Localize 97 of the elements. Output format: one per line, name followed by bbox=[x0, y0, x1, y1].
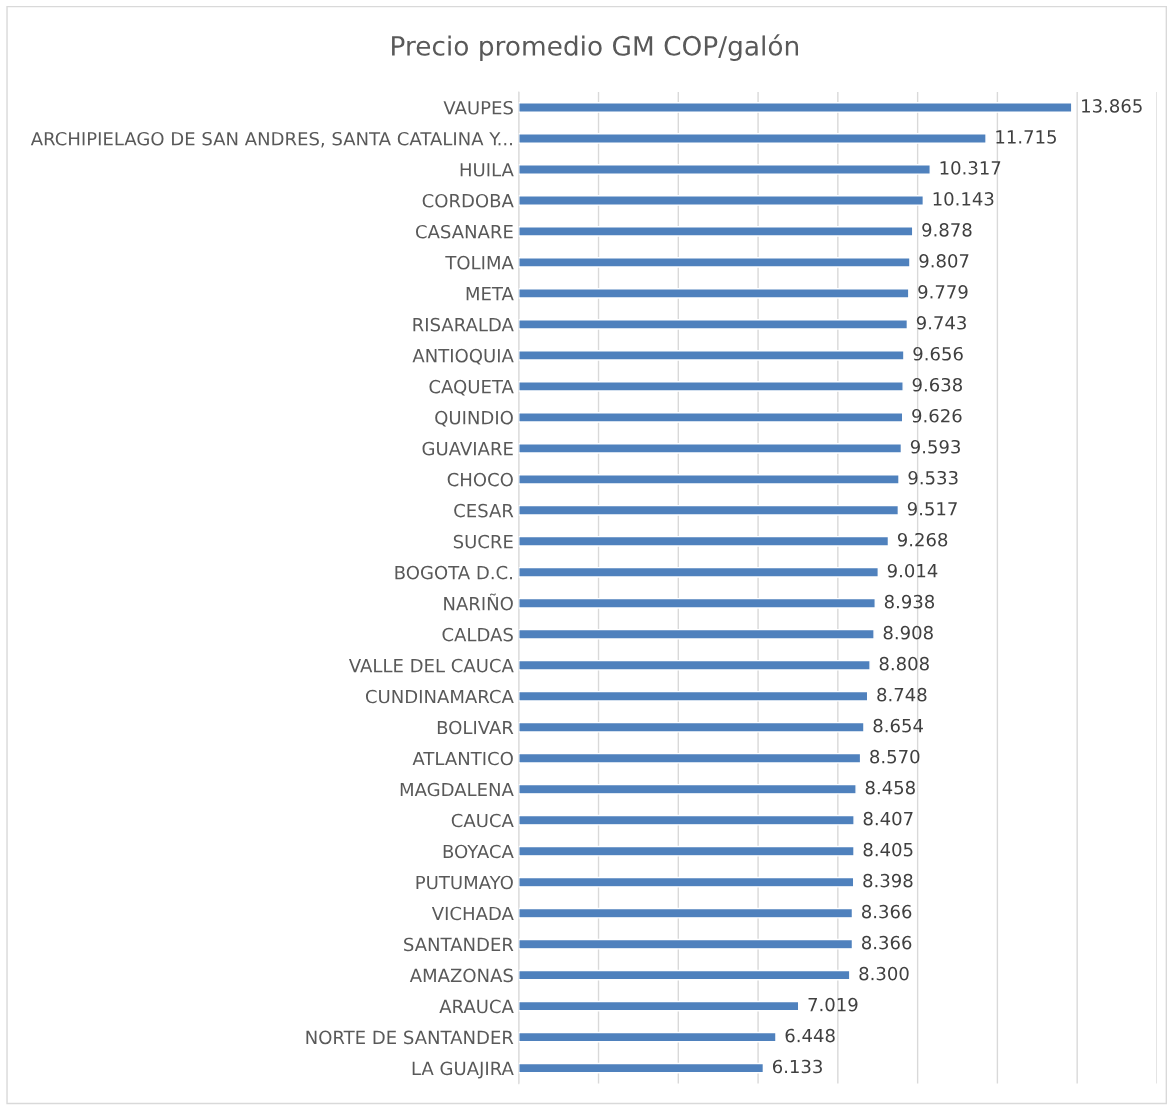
data-label: 9.743 bbox=[916, 315, 966, 330]
data-label: 8.366 bbox=[862, 904, 912, 919]
bar bbox=[518, 226, 914, 237]
bar bbox=[518, 442, 903, 454]
data-label: 8.808 bbox=[879, 656, 929, 671]
bar bbox=[518, 938, 854, 950]
y-tick-label: QUINDIO bbox=[435, 410, 513, 427]
y-tick-label: CALDAS bbox=[442, 627, 513, 642]
y-tick-label: CAUCA bbox=[451, 813, 514, 828]
bar bbox=[518, 721, 865, 733]
chart-title: Precio promedio GM COP/galón bbox=[392, 34, 798, 61]
data-label: 6.448 bbox=[785, 1028, 835, 1043]
data-label: 9.656 bbox=[913, 346, 963, 361]
data-label: 9.533 bbox=[908, 470, 958, 485]
data-label: 9.014 bbox=[887, 563, 938, 578]
bar bbox=[518, 412, 904, 423]
y-tick-label: ANTIOQUIA bbox=[412, 348, 514, 365]
data-label: 8.570 bbox=[870, 749, 920, 764]
y-tick-label: GUAVIARE bbox=[422, 441, 513, 456]
data-label: 8.398 bbox=[863, 873, 913, 888]
y-tick-label: HUILA bbox=[460, 163, 514, 177]
bar bbox=[518, 535, 890, 547]
data-label: 9.517 bbox=[907, 501, 957, 516]
data-label: 10.317 bbox=[940, 161, 1001, 175]
y-tick-label: CHOCO bbox=[447, 472, 513, 487]
y-tick-label: MAGDALENA bbox=[400, 782, 514, 797]
data-label: 8.366 bbox=[862, 935, 912, 950]
y-tick-label: TOLIMA bbox=[445, 255, 514, 270]
y-tick-label: AMAZONAS bbox=[409, 968, 513, 983]
bar bbox=[518, 164, 931, 175]
bar bbox=[518, 195, 925, 206]
y-tick-label: CESAR bbox=[454, 503, 514, 518]
bar bbox=[518, 350, 905, 361]
data-label: 8.748 bbox=[877, 687, 927, 702]
y-tick-label: CASANARE bbox=[415, 224, 513, 239]
y-tick-label: SUCRE bbox=[453, 534, 513, 549]
y-tick-label: VALLE DEL CAUCA bbox=[348, 658, 514, 673]
data-label: 8.407 bbox=[863, 811, 913, 826]
y-tick-label: NARIÑO bbox=[444, 593, 513, 611]
y-tick-label: CAQUETA bbox=[429, 379, 514, 396]
bar bbox=[518, 659, 871, 671]
bar bbox=[518, 876, 855, 888]
data-label: 9.779 bbox=[918, 284, 968, 299]
data-label: 7.019 bbox=[808, 997, 858, 1012]
y-tick-label: ATLANTICO bbox=[412, 751, 513, 766]
data-label: 8.654 bbox=[873, 718, 923, 733]
bar bbox=[518, 504, 900, 516]
y-tick-label: BOGOTA D.C. bbox=[395, 565, 512, 580]
y-tick-label: VAUPES bbox=[443, 100, 513, 115]
bar bbox=[518, 783, 857, 795]
data-label: 9.807 bbox=[919, 253, 969, 268]
data-label: 8.300 bbox=[859, 966, 909, 981]
y-tick-label: META bbox=[466, 287, 514, 301]
data-label: 8.908 bbox=[883, 625, 933, 640]
bar bbox=[518, 102, 1073, 113]
bar bbox=[518, 752, 862, 764]
bar bbox=[518, 257, 911, 268]
y-tick-label: BOLIVAR bbox=[437, 720, 514, 735]
bar bbox=[518, 1062, 765, 1074]
bar bbox=[518, 1031, 777, 1043]
data-label: 9.626 bbox=[912, 408, 962, 423]
bar bbox=[518, 907, 854, 919]
y-tick-label: BOYACA bbox=[443, 844, 514, 859]
y-tick-label: ARAUCA bbox=[439, 999, 514, 1014]
data-label: 8.938 bbox=[884, 594, 935, 609]
bar bbox=[518, 845, 855, 857]
data-label: 9.268 bbox=[897, 532, 948, 547]
bar bbox=[518, 381, 904, 392]
bar bbox=[518, 288, 910, 299]
data-label: 8.405 bbox=[863, 842, 913, 857]
y-tick-label: NORTE DE SANTANDER bbox=[306, 1030, 514, 1045]
data-label: 8.458 bbox=[865, 780, 915, 795]
data-label: 9.593 bbox=[910, 439, 960, 454]
bar bbox=[518, 969, 851, 981]
bar bbox=[518, 690, 869, 702]
data-label: 11.715 bbox=[996, 130, 1056, 144]
data-label: 6.133 bbox=[772, 1059, 822, 1074]
y-tick-label: CUNDINAMARCA bbox=[365, 689, 514, 704]
bar bbox=[518, 597, 876, 609]
y-tick-label: ARCHIPIELAGO DE SAN ANDRES, SANTA CATALINA Y... bbox=[30, 131, 512, 148]
data-label: 9.638 bbox=[912, 377, 962, 392]
y-tick-label: LA GUAJIRA bbox=[412, 1061, 514, 1079]
y-tick-label: PUTUMAYO bbox=[416, 875, 513, 890]
data-label: 10.143 bbox=[933, 192, 994, 206]
y-tick-label: RISARALDA bbox=[413, 317, 514, 332]
y-tick-label: SANTANDER bbox=[404, 937, 514, 952]
bar bbox=[518, 1000, 800, 1012]
bar bbox=[518, 814, 855, 826]
bar bbox=[518, 566, 879, 578]
bar bbox=[518, 133, 987, 144]
data-label: 13.865 bbox=[1082, 99, 1142, 113]
data-label: 9.878 bbox=[922, 223, 972, 237]
bar bbox=[518, 473, 900, 485]
bar bbox=[518, 628, 875, 640]
bar bbox=[518, 319, 909, 330]
y-tick-label: VICHADA bbox=[431, 906, 514, 921]
y-tick-label: CORDOBA bbox=[422, 193, 514, 208]
